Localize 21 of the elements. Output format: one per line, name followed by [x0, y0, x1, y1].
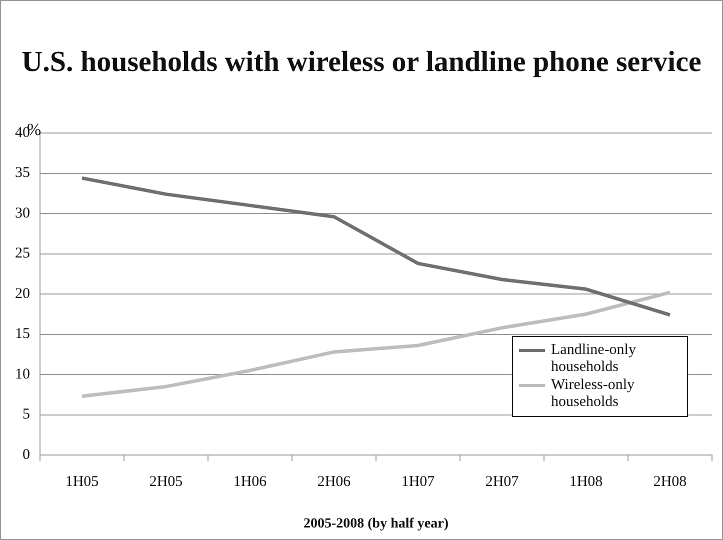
x-tick-label: 2H07	[485, 474, 520, 490]
y-axis-title: %	[27, 120, 42, 139]
x-axis-title: 2005-2008 (by half year)	[303, 516, 449, 532]
y-tick-label: 5	[22, 406, 30, 423]
x-tick-label: 2H05	[149, 474, 183, 490]
y-tick-label: 25	[15, 246, 30, 262]
y-tick-label: 10	[15, 366, 30, 382]
legend-label: Wireless-only households	[551, 377, 636, 411]
x-tick-label: 2H06	[317, 474, 352, 490]
y-tick-label: 35	[15, 165, 30, 182]
legend-label: Landline-only households	[551, 342, 637, 376]
y-tick-label: 15	[15, 326, 30, 342]
y-tick-label: 20	[15, 286, 30, 302]
x-tick-label: 1H08	[569, 474, 603, 490]
x-tick-label: 1H07	[401, 474, 436, 490]
x-tick-label: 1H06	[233, 474, 268, 490]
y-tick-label: 0	[22, 446, 30, 463]
chart-title: U.S. households with wireless or landline phone service	[20, 45, 702, 80]
x-tick-label: 2H08	[653, 474, 687, 490]
x-tick-label: 1H05	[65, 474, 99, 490]
y-tick-label: 30	[15, 205, 30, 222]
